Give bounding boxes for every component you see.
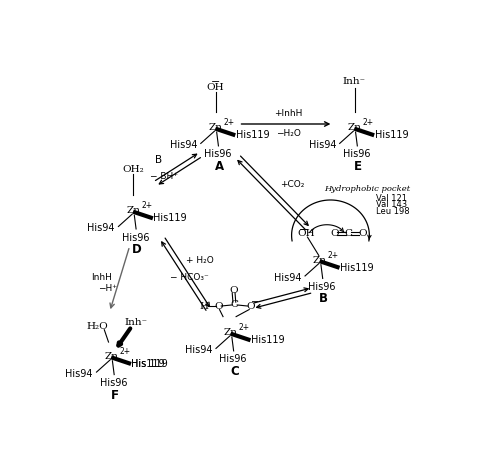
Text: His94: His94 — [170, 140, 197, 150]
Text: Leu 198: Leu 198 — [376, 207, 410, 216]
Text: His94: His94 — [308, 140, 336, 150]
Text: − BH⁺: − BH⁺ — [150, 172, 178, 181]
Text: His119: His119 — [154, 213, 187, 224]
Text: InhH: InhH — [91, 273, 112, 281]
Text: His119: His119 — [374, 130, 408, 140]
Text: −: − — [211, 77, 220, 87]
Text: OH: OH — [207, 84, 224, 92]
Text: His119: His119 — [236, 130, 270, 140]
Text: His96: His96 — [204, 150, 232, 159]
Text: His94: His94 — [185, 345, 212, 355]
Text: C: C — [344, 229, 352, 238]
Text: His119: His119 — [251, 335, 284, 345]
Text: O: O — [330, 229, 339, 238]
Text: −: − — [251, 297, 259, 307]
Text: 2+: 2+ — [119, 347, 130, 356]
Text: O: O — [358, 229, 366, 238]
Text: His94: His94 — [66, 369, 93, 379]
Text: His 119: His 119 — [132, 359, 168, 369]
Text: − HCO₃⁻: − HCO₃⁻ — [170, 273, 208, 282]
Text: 2+: 2+ — [141, 202, 152, 211]
Text: O: O — [214, 302, 222, 311]
Text: C: C — [230, 301, 238, 309]
Text: Zn: Zn — [348, 123, 362, 132]
Text: O: O — [246, 302, 254, 311]
Text: E: E — [354, 160, 362, 173]
Text: −H₂O: −H₂O — [276, 129, 301, 139]
Text: Inh⁻: Inh⁻ — [124, 318, 148, 327]
Text: OH₂: OH₂ — [122, 165, 144, 174]
Text: Zn: Zn — [104, 352, 118, 361]
Text: Inh⁻: Inh⁻ — [343, 77, 366, 86]
Text: +InhH: +InhH — [274, 109, 303, 118]
Text: Hydrophobic pocket: Hydrophobic pocket — [324, 185, 410, 193]
Text: F: F — [111, 389, 119, 402]
Text: His96: His96 — [308, 282, 336, 292]
Text: His96: His96 — [122, 233, 149, 242]
Text: +CO₂: +CO₂ — [280, 179, 304, 189]
Text: Zn: Zn — [313, 256, 327, 264]
Text: H₂O: H₂O — [86, 322, 108, 330]
Text: Val 121: Val 121 — [376, 194, 408, 203]
Text: His94: His94 — [274, 273, 301, 283]
Text: Zn: Zn — [208, 123, 222, 132]
Text: 2+: 2+ — [238, 324, 250, 332]
Text: B: B — [155, 155, 162, 165]
Text: 2+: 2+ — [362, 118, 374, 128]
Text: 2+: 2+ — [328, 251, 339, 260]
Text: Val 143: Val 143 — [376, 201, 408, 209]
Text: OH: OH — [297, 229, 314, 238]
Text: O: O — [230, 285, 238, 295]
Text: His119: His119 — [340, 263, 374, 273]
Text: −H⁺: −H⁺ — [98, 284, 117, 293]
Text: + H₂O: + H₂O — [186, 256, 214, 264]
Text: A: A — [214, 160, 224, 173]
Text: His94: His94 — [88, 223, 115, 233]
Text: Zn: Zn — [126, 206, 140, 215]
Text: D: D — [132, 243, 141, 256]
Text: His119: His119 — [132, 359, 165, 369]
Text: Zn: Zn — [224, 328, 238, 337]
Text: His96: His96 — [100, 378, 127, 388]
Text: −: − — [300, 225, 308, 235]
Text: His96: His96 — [219, 354, 246, 364]
Text: His96: His96 — [343, 150, 370, 159]
Text: B: B — [319, 292, 328, 305]
Text: C: C — [230, 365, 238, 378]
Text: H: H — [200, 302, 209, 311]
Text: 2+: 2+ — [224, 118, 234, 128]
